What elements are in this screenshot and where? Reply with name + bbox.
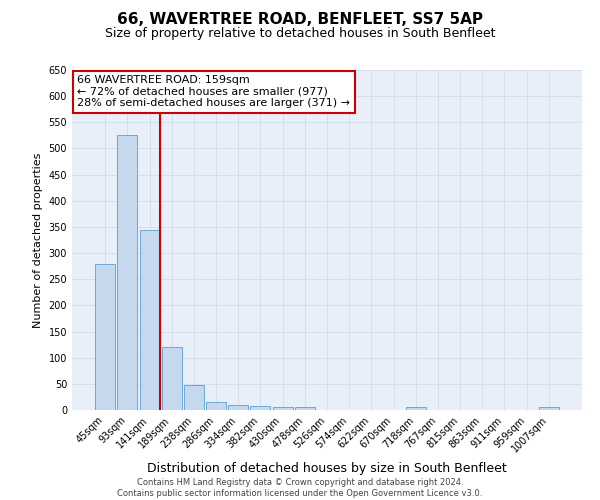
Bar xyxy=(250,406,271,410)
Text: Size of property relative to detached houses in South Benfleet: Size of property relative to detached ho… xyxy=(105,28,495,40)
Bar xyxy=(295,408,315,410)
Text: Contains HM Land Registry data © Crown copyright and database right 2024.
Contai: Contains HM Land Registry data © Crown c… xyxy=(118,478,482,498)
Bar xyxy=(95,264,115,410)
Y-axis label: Number of detached properties: Number of detached properties xyxy=(33,152,43,328)
Bar xyxy=(406,408,426,410)
Bar xyxy=(184,385,204,410)
Text: 66 WAVERTREE ROAD: 159sqm
← 72% of detached houses are smaller (977)
28% of semi: 66 WAVERTREE ROAD: 159sqm ← 72% of detac… xyxy=(77,75,350,108)
Bar xyxy=(272,408,293,410)
Bar xyxy=(162,347,182,410)
Bar xyxy=(539,408,559,410)
Bar xyxy=(228,405,248,410)
Bar xyxy=(118,136,137,410)
X-axis label: Distribution of detached houses by size in South Benfleet: Distribution of detached houses by size … xyxy=(147,462,507,475)
Bar xyxy=(206,402,226,410)
Bar xyxy=(140,230,160,410)
Text: 66, WAVERTREE ROAD, BENFLEET, SS7 5AP: 66, WAVERTREE ROAD, BENFLEET, SS7 5AP xyxy=(117,12,483,28)
